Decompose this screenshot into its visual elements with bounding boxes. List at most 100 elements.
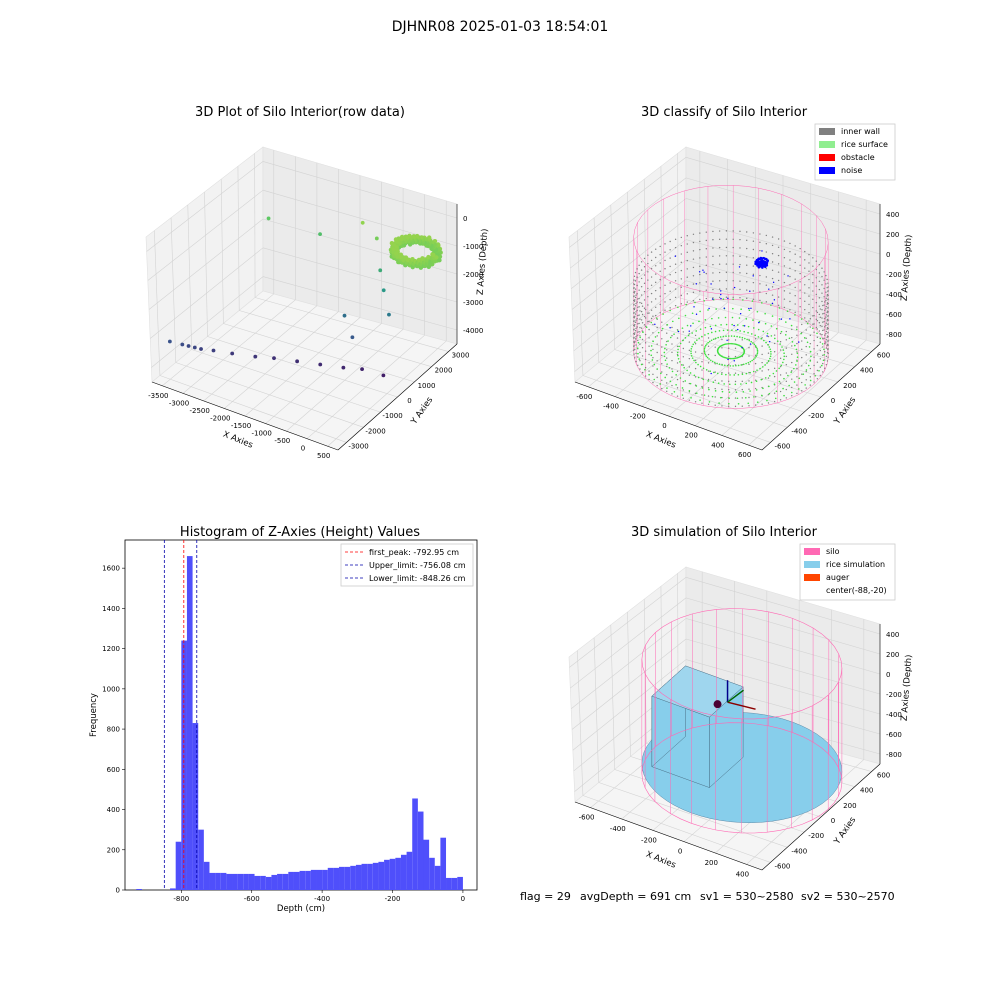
histogram-bar (209, 872, 216, 890)
inner-wall-point (739, 272, 741, 274)
inner-wall-point (827, 282, 829, 284)
inner-wall-point (819, 316, 822, 319)
rice-surface-point (723, 356, 725, 359)
inner-wall-point (632, 332, 635, 335)
inner-wall-point (765, 276, 768, 278)
rice-surface-point (691, 357, 694, 359)
inner-wall-point (634, 280, 637, 282)
inner-wall-point (633, 320, 635, 322)
legend-first-peak: first_peak: -792.95 cm (369, 548, 459, 557)
inner-wall-point (759, 283, 761, 285)
inner-wall-point (752, 257, 755, 259)
inner-wall-point (666, 382, 668, 384)
rice-surface-point (819, 337, 822, 340)
inner-wall-point (826, 278, 828, 281)
inner-wall-point (779, 349, 782, 351)
inner-wall-point (659, 303, 661, 306)
inner-wall-point (773, 400, 776, 403)
inner-wall-point (666, 390, 668, 393)
inner-wall-point (739, 247, 741, 249)
inner-wall-point (791, 328, 793, 331)
inner-wall-point (634, 357, 636, 359)
inner-wall-point (643, 307, 646, 309)
inner-wall-point (718, 271, 721, 274)
inner-wall-point (666, 357, 668, 359)
inner-wall-point (643, 274, 646, 276)
inner-wall-point (805, 370, 807, 373)
rice-surface-point (760, 394, 763, 397)
rice-surface-point (752, 342, 754, 344)
inner-wall-point (721, 338, 723, 341)
inner-wall-point (777, 304, 780, 307)
rice-surface-point (747, 325, 750, 328)
inner-wall-point (676, 378, 679, 381)
inner-wall-point (818, 288, 821, 291)
rice-surface-point (691, 345, 693, 348)
noise-point (760, 257, 764, 260)
inner-wall-point (728, 405, 730, 407)
raw-data-point (295, 359, 300, 364)
inner-wall-point (809, 326, 812, 328)
inner-wall-point (634, 271, 637, 274)
inner-wall-point (664, 276, 666, 278)
rice-surface-point (744, 397, 747, 399)
histogram-bar (367, 863, 373, 890)
inner-wall-point (818, 280, 821, 282)
z-gridline (685, 239, 881, 295)
noise-point (763, 257, 767, 261)
histogram-bar (254, 875, 261, 890)
inner-wall-point (686, 243, 688, 245)
rice-surface-point (784, 334, 787, 336)
y-tick-label: 200 (107, 846, 120, 854)
inner-wall-point (773, 334, 776, 336)
rice-surface-point (783, 377, 785, 380)
noise-point (690, 325, 692, 327)
rice-surface-point (704, 353, 707, 356)
noise-point (733, 360, 735, 362)
rice-surface-point (773, 383, 776, 385)
rice-surface-point (671, 320, 674, 323)
rice-surface-point (753, 343, 756, 346)
classify-plot-xlabel: X Axies (644, 430, 677, 451)
x-tick-label: 0 (301, 445, 305, 453)
inner-wall-point (686, 276, 688, 278)
inner-wall-point (794, 311, 796, 314)
inner-wall-point (819, 349, 822, 352)
y-tick-label: 2000 (435, 367, 453, 375)
inner-wall-point (765, 292, 768, 295)
inner-wall-point (791, 345, 793, 347)
inner-wall-point (666, 349, 668, 351)
figure-title: DJHNR08 2025-01-03 18:54:01 (392, 19, 609, 35)
rice-surface-point (730, 342, 733, 345)
inner-wall-point (748, 371, 750, 374)
inner-wall-point (641, 338, 644, 341)
inner-wall-point (648, 378, 650, 381)
rice-surface-point (708, 401, 711, 403)
noise-point (761, 259, 764, 261)
rice-surface-point (718, 330, 721, 332)
rice-surface-point (669, 380, 672, 383)
inner-wall-point (759, 299, 761, 302)
histogram-bar (400, 854, 407, 890)
z-gridline (685, 597, 881, 655)
noise-point (758, 257, 762, 261)
rice-surface-point (732, 357, 735, 360)
inner-wall-point (699, 257, 701, 259)
inner-wall-point (721, 388, 723, 391)
rice-surface-point (722, 329, 725, 332)
rice-surface-point (780, 330, 783, 333)
inner-wall-point (821, 300, 823, 303)
inner-wall-point (647, 287, 649, 290)
inner-wall-point (688, 374, 691, 376)
inner-wall-point (634, 313, 637, 315)
rice-surface-point (776, 340, 779, 342)
rice-surface-point (692, 343, 695, 346)
rice-surface-point (712, 338, 715, 341)
inner-wall-point (639, 318, 641, 320)
inner-wall-point (824, 367, 826, 370)
inner-wall-point (701, 344, 703, 346)
inner-wall-point (674, 288, 677, 290)
inner-wall-point (676, 345, 679, 348)
rice-surface-point (743, 330, 745, 333)
inner-wall-point (805, 337, 807, 339)
